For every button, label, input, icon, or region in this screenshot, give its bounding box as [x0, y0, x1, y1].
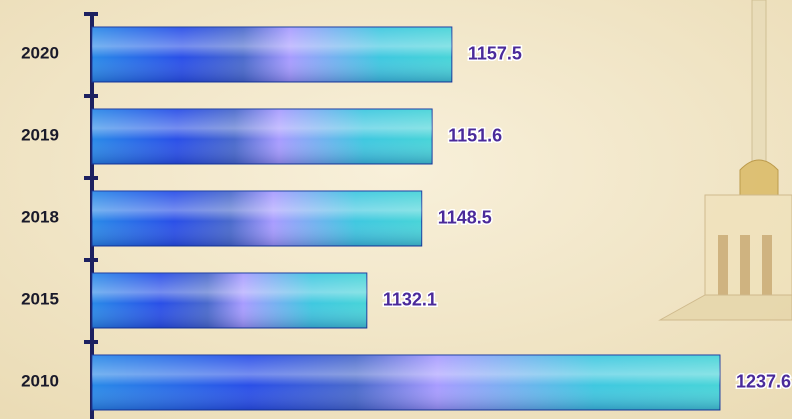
- value-label: 1148.5: [438, 207, 492, 227]
- bar: [91, 272, 368, 329]
- y-tick-label: 2010: [21, 371, 59, 390]
- value-label: 1132.1: [383, 289, 437, 309]
- bar: [91, 108, 433, 165]
- value-label: 1157.5: [468, 43, 522, 63]
- y-tick-label: 2019: [21, 125, 59, 144]
- value-label: 1237.6: [736, 371, 791, 391]
- monument-illustration: [658, 0, 792, 321]
- bar: [91, 26, 453, 83]
- value-label: 1151.6: [448, 125, 502, 145]
- y-tick-label: 2020: [21, 43, 59, 62]
- y-tick-label: 2015: [21, 289, 59, 308]
- bar: [91, 354, 721, 411]
- bar: [91, 190, 423, 247]
- y-tick-label: 2018: [21, 207, 59, 226]
